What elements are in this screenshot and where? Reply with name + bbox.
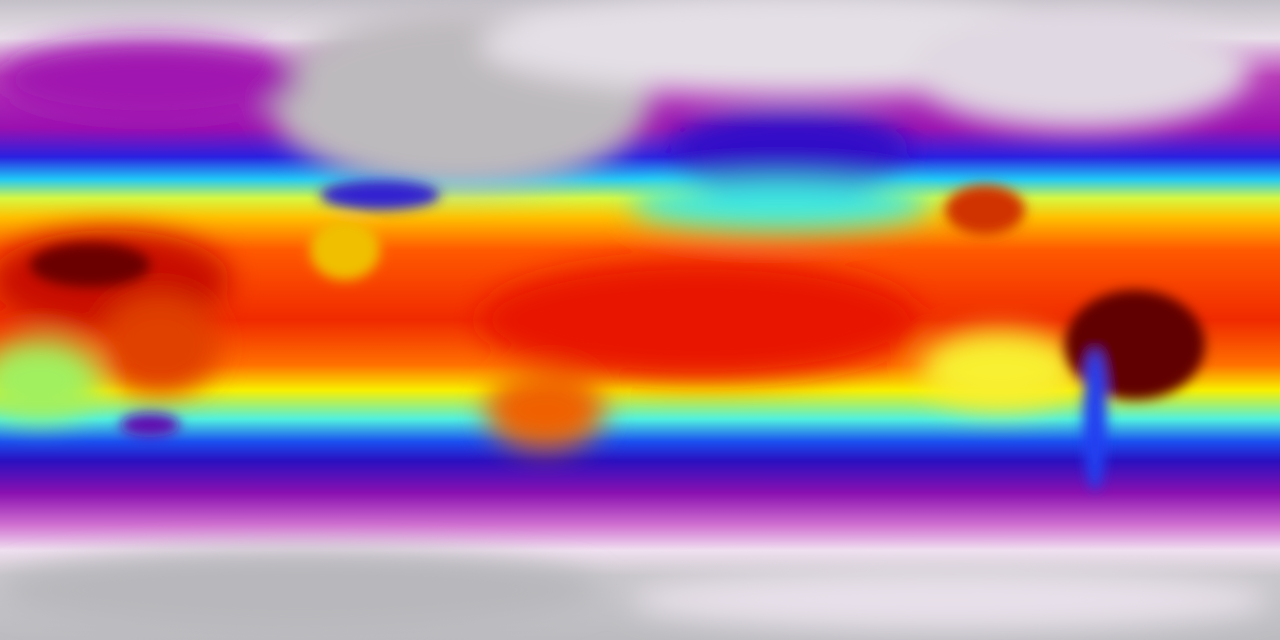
mexico-region (945, 185, 1025, 235)
north-pacific-mild-region (630, 180, 930, 230)
east-pacific-cool-region (920, 330, 1080, 410)
australia-region (485, 370, 605, 450)
atlantic-south-mild-region (0, 340, 100, 420)
europe-cold-region (0, 40, 300, 120)
antarctica-region (0, 550, 600, 630)
north-america-cold-region (910, 10, 1250, 130)
india-region (310, 220, 380, 280)
south-africa-cold-tip (120, 413, 180, 437)
africa-south-region (100, 295, 220, 395)
andes-cold-strip (1083, 350, 1107, 490)
tibet-cold-region (320, 180, 440, 210)
sahara-hot-spot (30, 243, 150, 287)
north-pacific-cool-region (670, 110, 910, 190)
pacific-warm-region (480, 260, 920, 380)
antarctica-east-region (630, 570, 1270, 630)
